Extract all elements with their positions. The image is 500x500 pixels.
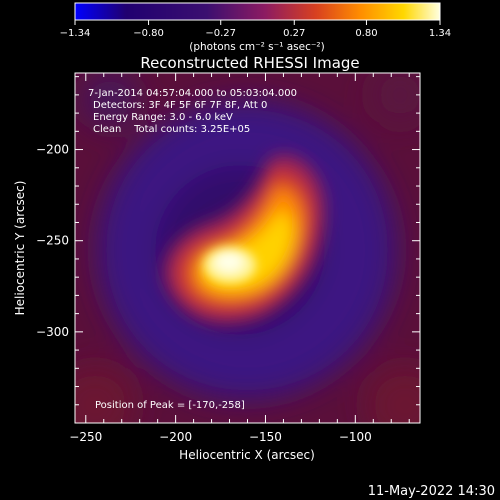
- colorbar-tick-label: 0.27: [283, 28, 305, 39]
- colorbar-tick-label: −0.27: [205, 28, 236, 39]
- y-axis-label: Heliocentric Y (arcsec): [13, 181, 27, 316]
- colorbar-frame: [74, 2, 441, 21]
- heatmap-peak: [204, 247, 256, 283]
- y-tick-label: −300: [36, 325, 69, 339]
- colorbar-ticks: −1.34 −0.80 −0.27 0.27 0.80 1.34: [60, 20, 451, 39]
- colorbar: −1.34 −0.80 −0.27 0.27 0.80 1.34 (photons cm⁻…: [60, 2, 451, 53]
- x-axis-label: Heliocentric X (arcsec): [179, 448, 315, 462]
- chart-title: Reconstructed RHESSI Image: [140, 54, 359, 72]
- colorbar-tick-label: 1.34: [429, 28, 451, 39]
- x-tick-label: −100: [339, 430, 372, 444]
- x-tick-label: −200: [159, 430, 192, 444]
- colorbar-unit-label: (photons cm⁻² s⁻¹ asec⁻²): [189, 41, 324, 53]
- x-tick-label: −250: [69, 430, 102, 444]
- annotation-energy: Energy Range: 3.0 - 6.0 keV: [93, 112, 233, 123]
- colorbar-tick-label: 0.80: [355, 28, 377, 39]
- heatmap-image: [75, 73, 420, 423]
- y-axis: −200 −250 −300: [36, 76, 420, 406]
- y-tick-label: −250: [36, 234, 69, 248]
- colorbar-tick-label: −0.80: [133, 28, 164, 39]
- y-tick-label: −200: [36, 143, 69, 157]
- x-tick-label: −150: [249, 430, 282, 444]
- x-axis: −250 −200 −150 −100: [69, 73, 410, 444]
- annotation-clean: Clean Total counts: 3.25E+05: [93, 124, 250, 135]
- annotation-time-range: 7-Jan-2014 04:57:04.000 to 05:03:04.000: [88, 88, 297, 99]
- colorbar-gradient: [75, 3, 440, 20]
- annotation-peak: Position of Peak = [-170,-258]: [95, 400, 245, 411]
- colorbar-tick-label: −1.34: [60, 28, 91, 39]
- footer-timestamp: 11-May-2022 14:30: [368, 484, 495, 499]
- annotation-detectors: Detectors: 3F 4F 5F 6F 7F 8F, Att 0: [93, 100, 267, 111]
